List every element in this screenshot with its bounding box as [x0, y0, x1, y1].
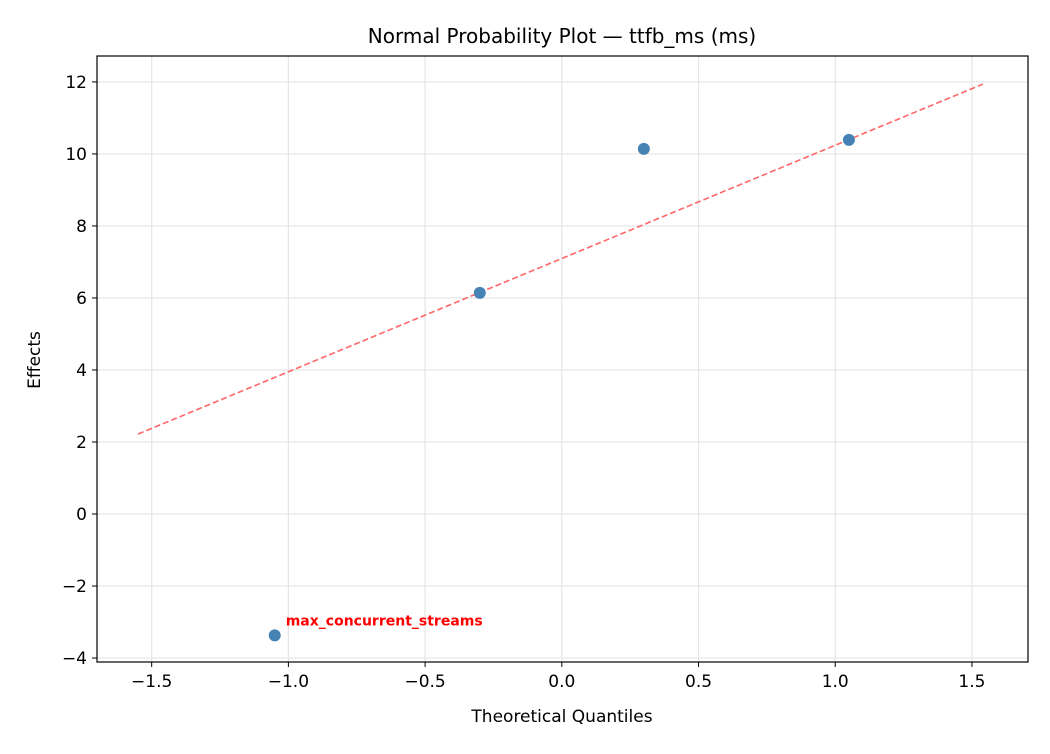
annotation-label: max_concurrent_streams	[286, 613, 483, 629]
y-axis-label: Effects	[25, 331, 45, 389]
x-tick-label: 0.0	[548, 672, 575, 692]
y-tick-label: −4	[62, 649, 87, 669]
x-tick-label: 1.5	[958, 672, 985, 692]
y-tick-label: 8	[76, 217, 87, 237]
x-tick-label: 1.0	[822, 672, 849, 692]
x-axis-label: Theoretical Quantiles	[470, 707, 652, 727]
x-tick-label: −0.5	[404, 672, 445, 692]
y-tick-label: 4	[76, 361, 87, 381]
y-tick-label: 12	[65, 73, 87, 93]
y-tick-label: 2	[76, 433, 87, 453]
data-point	[637, 142, 650, 155]
y-ticks: −4 −2 0 2 4 6 8 10 12	[62, 73, 97, 669]
data-point	[268, 629, 281, 642]
grid	[97, 56, 1028, 662]
x-ticks: −1.5 −1.0 −0.5 0.0 0.5 1.0 1.5	[131, 662, 985, 692]
points-group	[268, 133, 855, 642]
y-tick-label: 6	[76, 289, 87, 309]
x-tick-label: 0.5	[685, 672, 712, 692]
data-point	[842, 133, 855, 146]
plot-frame	[96, 55, 1029, 663]
data-point	[473, 286, 486, 299]
y-tick-label: 0	[76, 505, 87, 525]
chart-title: Normal Probability Plot — ttfb_ms (ms)	[368, 24, 756, 48]
x-tick-label: −1.5	[131, 672, 172, 692]
y-tick-label: 10	[65, 145, 87, 165]
reference-line	[137, 83, 984, 435]
annotations-group: max_concurrent_streams	[286, 613, 483, 629]
x-tick-label: −1.0	[268, 672, 309, 692]
reference-line-group	[137, 83, 984, 435]
y-tick-label: −2	[62, 577, 87, 597]
